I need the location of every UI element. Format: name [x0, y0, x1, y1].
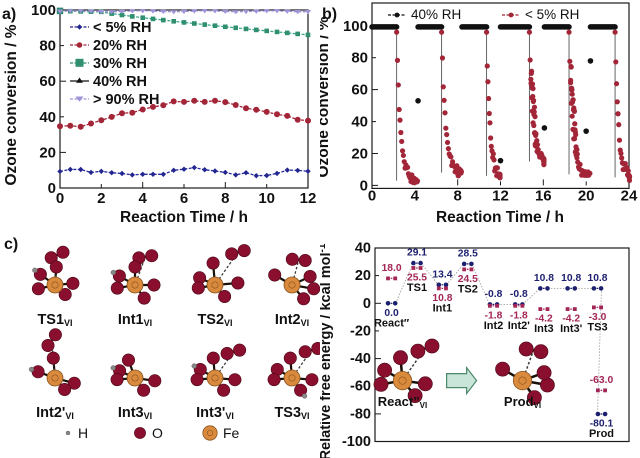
svg-text:30% RH: 30% RH — [93, 56, 147, 72]
svg-text:40: 40 — [355, 241, 371, 257]
svg-text:Relative free energy / kcal mo: Relative free energy / kcal mol-1 — [320, 243, 334, 458]
svg-text:2: 2 — [97, 190, 105, 207]
svg-text:c): c) — [4, 236, 18, 253]
svg-text:0: 0 — [56, 190, 64, 207]
svg-text:40% RH: 40% RH — [93, 74, 147, 90]
svg-text:0: 0 — [48, 180, 56, 197]
svg-text:20: 20 — [39, 144, 56, 161]
svg-text:Prod: Prod — [589, 428, 614, 440]
svg-text:-20: -20 — [350, 323, 371, 339]
svg-text:Int3: Int3 — [534, 323, 554, 335]
svg-text:40: 40 — [39, 109, 56, 126]
svg-text:O: O — [152, 425, 163, 441]
svg-text:18.0: 18.0 — [382, 263, 402, 274]
svg-text:-40: -40 — [350, 351, 371, 367]
svg-text:24: 24 — [621, 188, 638, 205]
svg-text:Int3'VI: Int3'VI — [196, 405, 234, 421]
svg-text:0: 0 — [368, 188, 376, 205]
svg-text:6: 6 — [180, 190, 188, 207]
svg-text:Int3VI: Int3VI — [118, 405, 152, 421]
svg-text:10.8: 10.8 — [587, 273, 607, 284]
svg-text:10: 10 — [258, 190, 275, 207]
svg-text:29.1: 29.1 — [407, 248, 427, 259]
svg-text:12: 12 — [492, 188, 509, 205]
svg-text:10.8: 10.8 — [534, 273, 554, 284]
svg-text:Int2VI: Int2VI — [275, 312, 309, 328]
svg-text:Int1: Int1 — [433, 302, 453, 314]
svg-text:60: 60 — [351, 82, 368, 99]
svg-text:Reaction Time / h: Reaction Time / h — [120, 209, 248, 226]
svg-text:60: 60 — [39, 73, 56, 90]
svg-text:8: 8 — [454, 188, 462, 205]
svg-text:4: 4 — [411, 188, 420, 205]
svg-text:React″: React″ — [374, 317, 410, 329]
svg-text:0: 0 — [360, 177, 368, 194]
svg-text:Ozone conversion / %: Ozone conversion / % — [3, 24, 20, 185]
svg-text:100: 100 — [343, 18, 368, 35]
svg-text:4: 4 — [139, 190, 148, 207]
svg-text:16: 16 — [535, 188, 552, 205]
svg-text:-80: -80 — [350, 406, 371, 422]
svg-text:-60: -60 — [350, 379, 371, 395]
svg-text:-0.8: -0.8 — [485, 289, 503, 300]
svg-text:28.5: 28.5 — [458, 248, 478, 259]
svg-text:Int2: Int2 — [484, 320, 504, 332]
svg-text:Reaction Time / h: Reaction Time / h — [436, 209, 564, 226]
svg-text:< 5% RH: < 5% RH — [93, 20, 151, 36]
svg-text:20: 20 — [355, 268, 371, 284]
svg-text:40% RH: 40% RH — [411, 7, 461, 22]
svg-text:TS2VI: TS2VI — [197, 312, 232, 328]
svg-text:TS1VI: TS1VI — [37, 312, 72, 328]
svg-text:40: 40 — [351, 114, 368, 131]
svg-text:Fe: Fe — [223, 425, 240, 441]
svg-text:Int1VI: Int1VI — [118, 312, 152, 328]
svg-text:-100: -100 — [342, 434, 371, 450]
svg-text:-0.8: -0.8 — [510, 289, 528, 300]
svg-text:0: 0 — [363, 296, 371, 312]
svg-text:Ozone conversion / %: Ozone conversion / % — [320, 16, 332, 177]
svg-text:13.4: 13.4 — [432, 269, 452, 280]
svg-text:20% RH: 20% RH — [93, 38, 147, 54]
svg-text:TS1: TS1 — [407, 282, 427, 294]
svg-text:b): b) — [322, 6, 337, 23]
svg-text:20: 20 — [351, 146, 368, 163]
svg-text:20: 20 — [578, 188, 595, 205]
svg-text:8: 8 — [221, 190, 229, 207]
svg-text:10.8: 10.8 — [561, 273, 581, 284]
svg-text:80: 80 — [39, 38, 56, 55]
svg-text:> 90% RH: > 90% RH — [93, 92, 160, 108]
svg-text:Int2': Int2' — [508, 320, 531, 332]
svg-text:a): a) — [2, 6, 16, 23]
svg-text:H: H — [78, 425, 88, 441]
svg-text:TS3: TS3 — [587, 321, 607, 333]
svg-text:Int3': Int3' — [560, 323, 583, 335]
svg-text:< 5% RH: < 5% RH — [525, 7, 579, 22]
svg-text:12: 12 — [300, 190, 317, 207]
svg-text:TS3VI: TS3VI — [274, 405, 309, 421]
svg-text:-63.0: -63.0 — [590, 375, 614, 386]
svg-text:Int2'VI: Int2'VI — [36, 405, 74, 421]
svg-text:TS2: TS2 — [458, 283, 478, 295]
svg-text:80: 80 — [351, 50, 368, 67]
svg-text:100: 100 — [31, 2, 56, 19]
